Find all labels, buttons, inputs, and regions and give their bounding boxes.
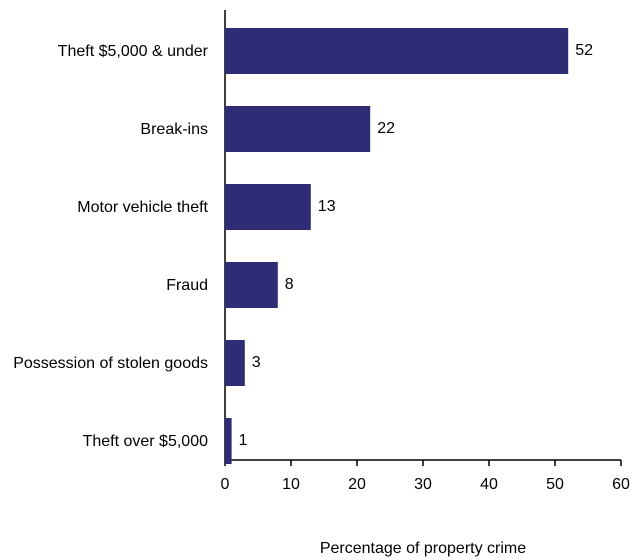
bar	[225, 106, 371, 152]
value-label: 13	[318, 198, 336, 215]
bar	[225, 418, 232, 464]
bar	[225, 340, 245, 386]
y-tick-label: Break-ins	[140, 120, 208, 138]
y-tick-label: Motor vehicle theft	[77, 198, 208, 216]
value-label: 52	[575, 42, 593, 59]
x-tick-label: 30	[414, 476, 432, 493]
category-label-box: Motor vehicle theft	[77, 198, 208, 216]
bar	[225, 28, 569, 74]
bar	[225, 184, 311, 230]
category-label-box: Theft over $5,000	[82, 432, 208, 450]
y-tick-label: Theft $5,000 & under	[57, 42, 208, 60]
category-label-box: Possession of stolen goods	[13, 354, 208, 372]
y-tick-label: Theft over $5,000	[82, 432, 208, 450]
bar	[225, 262, 278, 308]
category-label-box: Fraud	[166, 276, 208, 294]
x-tick-label: 50	[546, 476, 564, 493]
y-tick-label: Possession of stolen goods	[13, 354, 208, 372]
x-tick-label: 10	[282, 476, 300, 493]
x-tick-label: 60	[612, 476, 630, 493]
x-tick-label: 20	[348, 476, 366, 493]
value-label: 3	[252, 354, 261, 371]
category-label-box: Theft $5,000 & under	[57, 42, 208, 60]
x-tick-label: 40	[480, 476, 498, 493]
x-axis-title: Percentage of property crime	[320, 540, 526, 557]
value-label: 1	[239, 432, 248, 449]
value-label: 22	[377, 120, 395, 137]
y-tick-label: Fraud	[166, 276, 208, 294]
value-label: 8	[285, 276, 294, 293]
x-tick-label: 0	[221, 476, 230, 493]
category-label-box: Break-ins	[140, 120, 208, 138]
